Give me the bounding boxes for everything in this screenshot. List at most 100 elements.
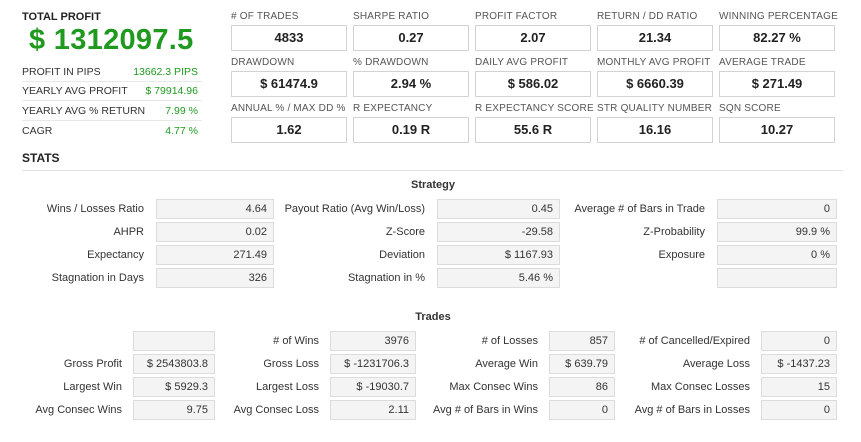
summary-row-cagr: CAGR 4.77 %	[22, 121, 202, 141]
trades-label: Largest Loss	[256, 381, 319, 393]
kpi-label: STR QUALITY NUMBER	[597, 103, 713, 114]
kpi-average-trade: AVERAGE TRADE $ 271.49	[719, 56, 835, 97]
strategy-label: Z-Probability	[643, 226, 705, 238]
stats-title: STATS	[22, 151, 60, 165]
kpi-value: 0.19 R	[353, 117, 469, 143]
strategy-label: Expectancy	[87, 249, 144, 261]
kpi-label: DAILY AVG PROFIT	[475, 57, 569, 68]
kpi-label: WINNING PERCENTAGE	[719, 11, 838, 22]
kpi-label: AVERAGE TRADE	[719, 57, 806, 68]
trades-label: # of Wins	[273, 335, 319, 347]
kpi-drawdown: DRAWDOWN $ 61474.9	[231, 56, 347, 97]
kpi-sharpe-ratio: SHARPE RATIO 0.27	[353, 10, 469, 51]
kpi-label: MONTHLY AVG PROFIT	[597, 57, 711, 68]
kpi-label: # OF TRADES	[231, 11, 299, 22]
kpi-label: R EXPECTANCY SCORE	[475, 103, 594, 114]
kpi-daily-avg-profit: DAILY AVG PROFIT $ 586.02	[475, 56, 591, 97]
kpi-value: $ 586.02	[475, 71, 591, 97]
summary-row-label: CAGR	[22, 125, 53, 137]
trades-value: 0	[761, 400, 837, 420]
trades-value: $ 5929.3	[133, 377, 215, 397]
summary-row-label: YEARLY AVG PROFIT	[22, 85, 128, 97]
kpi-value: $ 6660.39	[597, 71, 713, 97]
kpi-label: DRAWDOWN	[231, 57, 295, 68]
strategy-value: -29.58	[437, 222, 560, 242]
kpi-str-quality-number: STR QUALITY NUMBER 16.16	[597, 102, 713, 143]
strategy-label: Wins / Losses Ratio	[46, 203, 144, 215]
kpi-percent-drawdown: % DRAWDOWN 2.94 %	[353, 56, 469, 97]
kpi-label: SQN SCORE	[719, 103, 781, 114]
strategy-title: Strategy	[410, 179, 456, 191]
kpi-r-expectancy: R EXPECTANCY 0.19 R	[353, 102, 469, 143]
trades-label: Max Consec Losses	[650, 381, 750, 393]
kpi-return-dd-ratio: RETURN / DD RATIO 21.34	[597, 10, 713, 51]
trades-value: 15	[761, 377, 837, 397]
trades-value: 86	[549, 377, 615, 397]
strategy-value: 4.64	[156, 199, 274, 219]
summary-row-value: 13662.3 PIPS	[133, 66, 198, 78]
strategy-label: Z-Score	[385, 226, 425, 238]
kpi-value: 55.6 R	[475, 117, 591, 143]
total-profit-label: TOTAL PROFIT	[22, 11, 101, 23]
kpi-value: 2.07	[475, 25, 591, 51]
kpi-value: 1.62	[231, 117, 347, 143]
strategy-label: AHPR	[113, 226, 144, 238]
summary-row-value: $ 79914.96	[145, 85, 198, 97]
kpi-profit-factor: PROFIT FACTOR 2.07	[475, 10, 591, 51]
kpi-label: PROFIT FACTOR	[475, 11, 558, 22]
trades-label: Average Loss	[682, 358, 750, 370]
trades-value: 3976	[330, 331, 416, 351]
trades-label: Max Consec Wins	[449, 381, 538, 393]
divider	[22, 170, 843, 171]
kpi-label: SHARPE RATIO	[353, 11, 430, 22]
kpi-value: 0.27	[353, 25, 469, 51]
kpi-label: ANNUAL % / MAX DD %	[231, 103, 346, 114]
kpi-label: R EXPECTANCY	[353, 103, 433, 114]
kpi-value: $ 271.49	[719, 71, 835, 97]
strategy-value: 0.02	[156, 222, 274, 242]
trades-title: Trades	[415, 311, 451, 323]
trades-label: # of Losses	[481, 335, 538, 347]
kpi-label: % DRAWDOWN	[353, 57, 429, 68]
kpi-value: 82.27 %	[719, 25, 835, 51]
strategy-value: 0 %	[717, 245, 837, 265]
kpi-annual-max-dd: ANNUAL % / MAX DD % 1.62	[231, 102, 347, 143]
trades-value: 857	[549, 331, 615, 351]
strategy-value: 271.49	[156, 245, 274, 265]
kpi-trades: # OF TRADES 4833	[231, 10, 347, 51]
trades-value: 9.75	[133, 400, 215, 420]
strategy-value: 99.9 %	[717, 222, 837, 242]
summary-row-label: PROFIT IN PIPS	[22, 66, 101, 78]
trades-label: Gross Profit	[63, 358, 122, 370]
kpi-label: RETURN / DD RATIO	[597, 11, 698, 22]
kpi-value: 10.27	[719, 117, 835, 143]
kpi-r-expectancy-score: R EXPECTANCY SCORE 55.6 R	[475, 102, 594, 143]
kpi-value: 4833	[231, 25, 347, 51]
kpi-monthly-avg-profit: MONTHLY AVG PROFIT $ 6660.39	[597, 56, 713, 97]
trades-label: Gross Loss	[263, 358, 319, 370]
strategy-label: Stagnation in %	[347, 272, 425, 284]
summary-row-label: YEARLY AVG % RETURN	[22, 105, 146, 117]
strategy-label: Average # of Bars in Trade	[574, 203, 705, 215]
kpi-winning-percentage: WINNING PERCENTAGE 82.27 %	[719, 10, 838, 51]
strategy-label: Stagnation in Days	[51, 272, 144, 284]
summary-row-profit-in-pips: PROFIT IN PIPS 13662.3 PIPS	[22, 62, 202, 82]
strategy-label: Deviation	[379, 249, 425, 261]
kpi-sqn-score: SQN SCORE 10.27	[719, 102, 835, 143]
trades-label: # of Cancelled/Expired	[639, 335, 750, 347]
trades-value: $ -1437.23	[761, 354, 837, 374]
strategy-value: 5.46 %	[437, 268, 560, 288]
strategy-value: 0	[717, 199, 837, 219]
trades-label: Avg # of Bars in Wins	[433, 404, 538, 416]
strategy-value: $ 1167.93	[437, 245, 560, 265]
summary-row-value: 4.77 %	[165, 125, 198, 137]
trades-value: $ 2543803.8	[133, 354, 215, 374]
kpi-value: 21.34	[597, 25, 713, 51]
kpi-value: 16.16	[597, 117, 713, 143]
trades-value: $ -19030.7	[330, 377, 416, 397]
strategy-value: 326	[156, 268, 274, 288]
trades-value: 0	[549, 400, 615, 420]
strategy-label: Exposure	[658, 249, 705, 261]
strategy-value	[717, 268, 837, 288]
trades-label: Largest Win	[63, 381, 122, 393]
